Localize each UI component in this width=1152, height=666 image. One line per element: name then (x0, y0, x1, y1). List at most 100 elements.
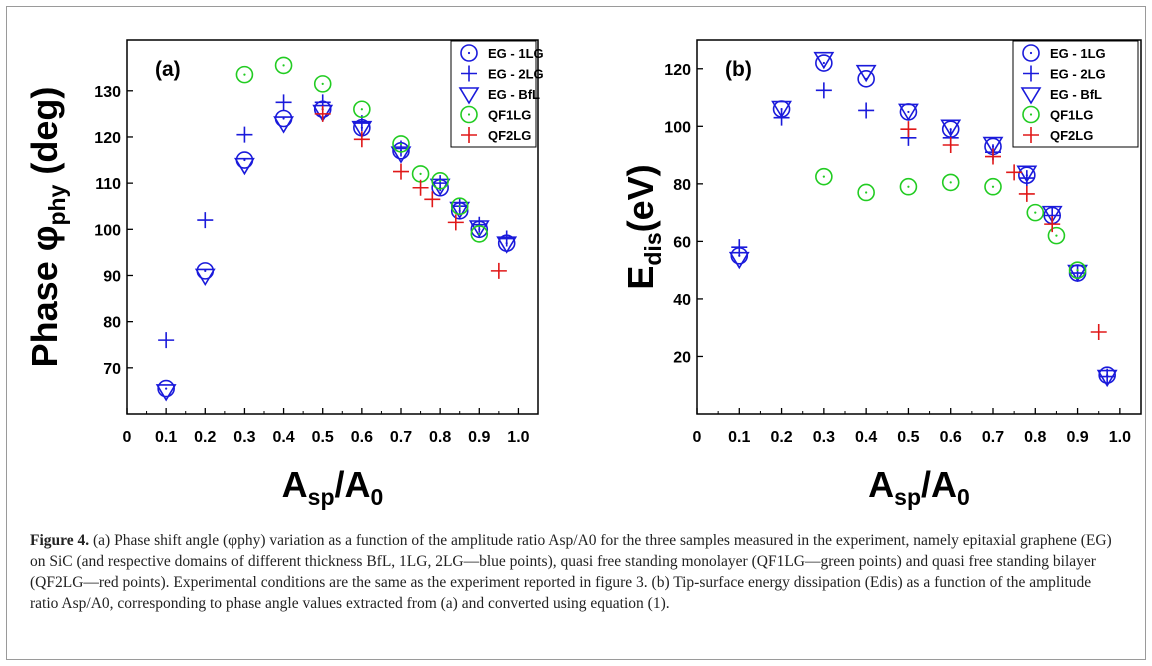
panel-label: (b) (725, 58, 752, 81)
data-point-dot (907, 185, 910, 188)
y-tick-label: 60 (673, 234, 691, 251)
data-point (1096, 369, 1118, 388)
data-point (1041, 205, 1063, 224)
data-point (431, 172, 449, 190)
data-point (458, 87, 480, 105)
legend-label: EG - 1LG (1050, 46, 1106, 61)
data-point (157, 379, 175, 398)
data-point (1018, 170, 1035, 187)
panel-label: (a) (155, 58, 181, 81)
data-point-dot (949, 128, 952, 131)
x-tick-label: 1.0 (507, 429, 529, 446)
x-tick-label: 0.4 (855, 429, 877, 446)
x-tick-label: 0.5 (897, 429, 919, 446)
data-point (353, 131, 370, 148)
data-point (498, 230, 515, 247)
legend: EG - 1LG EG - 2LG EG - BfL QF1LG QF2LG (1012, 40, 1139, 148)
series-qf2lg (314, 105, 507, 279)
data-point (857, 70, 875, 88)
data-point (194, 268, 216, 287)
y-tick-label: 130 (94, 84, 121, 101)
data-point (1022, 105, 1040, 124)
data-point-dot (991, 185, 995, 188)
figure-caption: Figure 4. (a) Phase shift angle (φphy) v… (30, 530, 1120, 614)
legend: EG - 1LG EG - 2LG EG - BfL QF1LG QF2LG (450, 40, 544, 148)
data-point (900, 121, 917, 138)
figure-charts: 0 0.1 0.2 0.3 0.4 0.5 0.6 0.7 0.8 0.9 1.0 70 80 90 100… (24, 39, 1142, 510)
data-point (470, 225, 489, 243)
data-point (314, 105, 331, 122)
x-tick-label: 0.2 (194, 429, 216, 446)
data-point (857, 183, 875, 202)
x-tick-label: 0.6 (940, 429, 962, 446)
legend-box (1012, 40, 1139, 148)
data-point (855, 64, 877, 83)
series-qf1lg (235, 56, 489, 243)
data-point-dot (360, 108, 363, 111)
data-point-dot (204, 269, 207, 272)
data-point-dot (243, 73, 246, 76)
data-point-dot (321, 82, 324, 85)
data-point-dot (780, 107, 783, 111)
x-tick-label: 0 (693, 429, 702, 446)
data-point (197, 212, 214, 229)
data-point (813, 51, 835, 70)
data-point-dot (282, 117, 285, 120)
data-point-dot (1034, 211, 1037, 214)
data-point-dot (865, 191, 868, 194)
data-point (461, 65, 477, 82)
x-tick-label: 0.2 (770, 429, 792, 446)
data-point-dot (439, 179, 442, 182)
y-tick-label: 40 (673, 292, 691, 309)
data-point (815, 82, 832, 99)
data-point (351, 120, 373, 139)
x-tick-label: 1.0 (1109, 429, 1131, 446)
series-qf1lg (815, 167, 1087, 279)
data-point-dot (282, 64, 285, 67)
data-point (461, 127, 477, 143)
data-point (1023, 127, 1039, 143)
data-point (390, 146, 412, 164)
y-axis-label: Phase φphy (deg) (24, 87, 70, 368)
data-point (899, 177, 918, 196)
data-point (460, 105, 478, 124)
x-tick-label: 0.1 (155, 429, 177, 446)
data-point-dot (399, 142, 403, 145)
data-point (1026, 203, 1045, 222)
data-point (985, 148, 1001, 165)
chart-panel-a: 0 0.1 0.2 0.3 0.4 0.5 0.6 0.7 0.8 0.9 1.0 70 80 90 100… (24, 39, 544, 510)
caption-text: (a) Phase shift angle (φphy) variation a… (30, 532, 1112, 612)
data-point (1047, 226, 1066, 245)
data-point (424, 191, 441, 208)
x-tick-label: 0.9 (468, 429, 490, 446)
data-point (460, 44, 478, 62)
data-point (496, 236, 518, 254)
legend-label: QF1LG (1050, 108, 1093, 123)
data-point (984, 177, 1002, 196)
x-tick-label: 0.4 (272, 429, 294, 446)
data-point (468, 220, 490, 238)
legend-label: QF2LG (488, 128, 531, 143)
x-tick-label: 0.3 (813, 429, 835, 446)
data-point (471, 216, 488, 233)
data-point (898, 103, 919, 122)
data-point (815, 167, 833, 186)
data-point (353, 100, 371, 119)
data-point-dot (1029, 113, 1033, 116)
data-point (1044, 216, 1061, 233)
x-tick-label: 0.3 (233, 429, 255, 446)
data-point (273, 116, 294, 134)
x-axis-label: Asp/A0 (282, 464, 384, 510)
x-tick-label: 0.1 (728, 429, 750, 446)
legend-label: EG - BfL (488, 87, 540, 102)
series-qf2lg (900, 121, 1107, 341)
legend-box (450, 40, 537, 148)
data-point (235, 65, 254, 84)
x-tick-label: 0.5 (312, 429, 334, 446)
data-point (940, 119, 962, 137)
data-point-dot (467, 113, 471, 116)
data-point (490, 262, 507, 279)
y-tick-label: 90 (103, 268, 121, 285)
y-tick-label: 100 (94, 222, 121, 239)
x-tick-label: 0 (123, 429, 132, 446)
